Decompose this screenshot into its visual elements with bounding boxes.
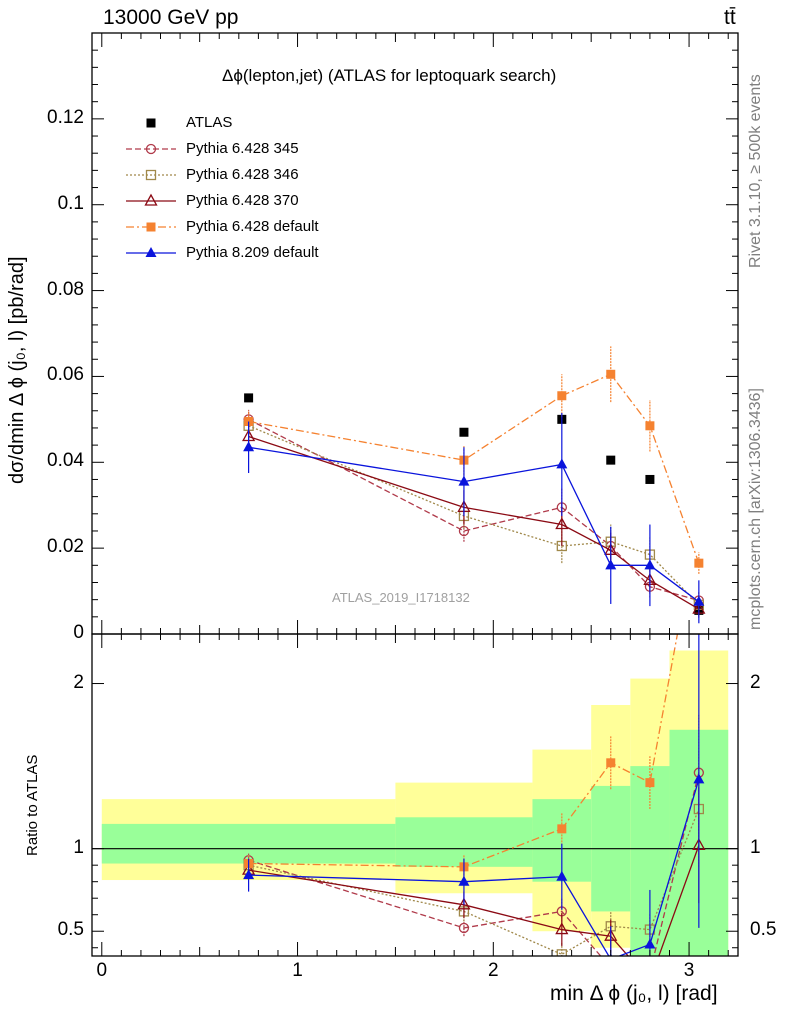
ratio-uncertainty-bands [92,650,738,956]
main-point-p8def [556,458,568,469]
main-line-p6def [248,373,700,564]
ratio-ytick-label-right: 1 [750,836,761,858]
legend-label-p346: Pythia 6.428 346 [186,166,299,183]
main-point-p6def [694,558,704,568]
legend-item-p370: Pythia 6.428 370 [130,190,390,212]
ratio-xtick-label: 2 [488,960,499,981]
main-point-p6def [645,421,655,431]
ratio-point-p8def [693,773,705,784]
legend-marker-atlas [146,118,156,128]
ratio-xtick-label: 3 [683,960,695,981]
ratio-xtick-label: 0 [96,960,108,981]
ratio-point-p370 [457,897,471,910]
ratio-series-p8def [243,634,705,956]
energy-label: 13000 GeV pp [103,6,239,29]
mcplots-label: mcplots.cern.ch [arXiv:1306.3436] [747,388,764,630]
ratio-point-p6def [694,514,703,523]
process-label: tt̄ [724,6,736,29]
main-point-p8def [644,559,656,570]
ratio-xtick-label: 1 [292,960,303,981]
main-series-p346 [243,416,704,614]
legend-item-p345: Pythia 6.428 345 [130,138,390,160]
ratio-point-p8def [243,869,255,880]
legend-markers [126,118,176,257]
main-panel-series [242,346,706,624]
ratio-line-p6def [248,634,679,868]
plot-title: Δϕ(lepton,jet) (ATLAS for leptoquark sea… [222,66,557,85]
ratio-ytick-label-right: 0.5 [750,919,777,941]
ratio-line-p8def [248,779,700,956]
ratio-ytick-label-right: 2 [750,671,761,693]
ratio-ytick-label-left: 1 [73,836,84,858]
main-series-p6def [244,346,704,574]
legend-item-atlas: ATLAS [130,112,390,134]
main-point-p6def [606,369,616,379]
legend-marker-p8def [145,247,157,257]
legend-marker-p345 [145,143,157,155]
legend-label-p370: Pythia 6.428 370 [186,192,299,209]
ratio-point-p370 [555,922,569,935]
ratio-point-p345 [458,922,470,934]
main-line-p345 [248,418,700,602]
legend-item-p8def: Pythia 8.209 default [130,242,390,264]
main-ytick-label: 0.02 [47,536,84,558]
main-ytick-label: 0.12 [47,106,84,128]
legend-marker-p6def [146,222,156,232]
ratio-point-p345 [645,968,654,977]
legend-marker-p346 [145,169,157,181]
y-axis-label-main: dσ/dmin Δ ϕ (j₀, l) [pb/rad] [6,256,28,485]
rivet-label: Rivet 3.1.10, ≥ 500k events [747,74,764,268]
main-point-atlas [645,474,655,484]
ratio-line-p370 [248,845,700,956]
main-point-p370 [555,517,569,530]
main-line-p346 [248,425,700,606]
main-point-p6def [557,391,567,401]
main-series-p8def [243,412,705,624]
ratio-point-p345 [606,963,615,972]
ratio-panel-series [242,514,706,977]
legend-marker-p370 [144,193,158,206]
legend-label-p8def: Pythia 8.209 default [186,244,319,261]
main-point-p8def [458,475,470,486]
main-point-p345 [458,525,470,537]
main-point-p8def [693,595,705,606]
ratio-ytick-label-left: 2 [73,671,84,693]
main-line-p370 [248,435,700,610]
ratio-line-p345 [248,772,700,956]
main-ytick-label: 0.1 [57,192,84,214]
main-series-atlas [244,393,704,615]
legend-label-p6def: Pythia 6.428 default [186,218,319,235]
main-point-p8def [243,441,255,452]
main-ytick-label: 0.08 [47,278,84,300]
ratio-point-p6def [557,824,567,834]
ratio-point-p6def [645,778,655,788]
main-point-p8def [605,559,617,570]
y-axis-label-ratio: Ratio to ATLAS [24,754,41,856]
legend-item-p6def: Pythia 6.428 default [130,216,390,238]
ratio-ytick-label-left: 0.5 [57,919,84,941]
x-axis-label: min Δ ϕ (j₀, l) [rad] [550,982,718,1005]
legend-label-atlas: ATLAS [186,114,233,131]
main-point-atlas [606,455,616,465]
analysis-id: ATLAS_2019_I1718132 [332,590,470,605]
main-series-p370 [242,425,706,618]
main-ytick-label: 0.04 [47,450,84,472]
main-ytick-label: 0 [73,622,84,643]
ratio-point-p8def [556,870,568,881]
axis-ticks [92,32,738,956]
legend-label-p345: Pythia 6.428 345 [186,140,299,157]
main-ytick-label: 0.06 [47,364,84,386]
main-point-atlas [459,427,469,437]
ratio-line-p346 [248,808,700,956]
main-point-atlas [244,393,254,403]
ratio-point-p8def [644,938,656,949]
ratio-point-p346 [556,949,567,956]
main-line-p8def [248,446,700,603]
legend-item-p346: Pythia 6.428 346 [130,164,390,186]
ratio-point-p8def [458,875,470,886]
ratio-point-p6def [606,758,616,768]
